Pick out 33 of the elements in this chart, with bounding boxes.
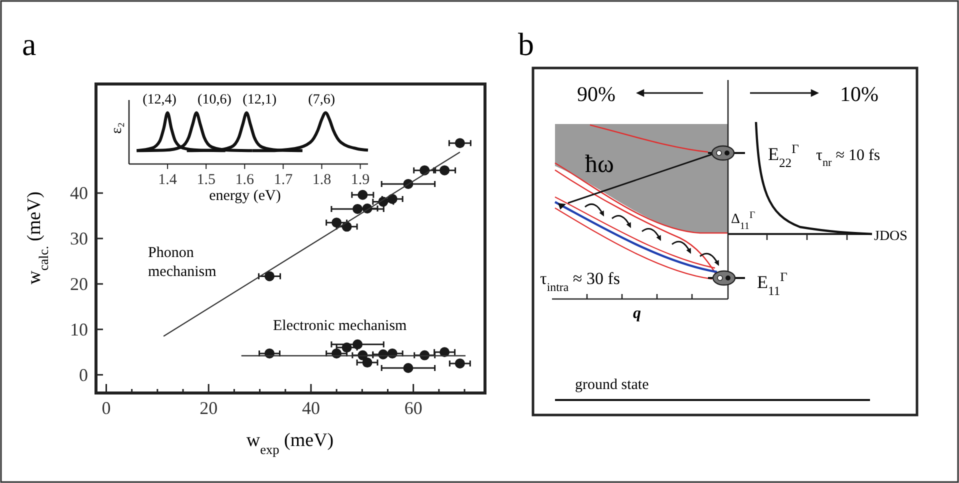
annotation: (7,6)	[308, 92, 336, 108]
x-tick-label: 0	[102, 398, 111, 418]
x-tick-label: 1.5	[196, 172, 216, 188]
annotation: (12,1)	[242, 92, 277, 108]
annotation: (10,6)	[198, 92, 232, 108]
y-tick-label: 0	[79, 364, 88, 385]
chart-title: a	[22, 26, 36, 62]
y-tick-label: 20	[70, 274, 88, 294]
text: 90%	[577, 82, 616, 106]
annotation: Phonon mechanism	[148, 245, 217, 280]
x-tick-label: 40	[302, 398, 320, 418]
x-tick-label: 20	[200, 398, 218, 418]
text: q	[633, 305, 641, 322]
x-axis-title: energy (eV)	[209, 188, 281, 204]
text: τ$_{intra}$ ≈ 30 fs	[540, 269, 620, 294]
text: 10%	[840, 82, 878, 106]
y-tick-label: 10	[70, 319, 88, 340]
y-tick-label: 30	[70, 228, 88, 248]
x-tick-label: 1.8	[312, 172, 332, 188]
text: JDOS	[874, 229, 908, 244]
x-tick-label: 1.9	[350, 172, 370, 188]
x-tick-label: 1.6	[235, 172, 255, 188]
annotation: Electronic mechanism	[273, 318, 408, 334]
x-tick-label: 1.4	[158, 172, 178, 188]
text: b	[518, 26, 534, 62]
y-axis-title: ε₂	[109, 122, 125, 134]
x-axis-title: w$_{exp}$ (meV)	[246, 430, 334, 456]
x-tick-label: 1.7	[274, 172, 294, 188]
text: ground state	[575, 377, 650, 393]
text: τ$_{nr}$ ≈ 10 fs	[816, 147, 880, 169]
x-tick-label: 60	[404, 398, 422, 418]
annotation: (12,4)	[142, 92, 177, 108]
text: ħω	[585, 151, 614, 178]
